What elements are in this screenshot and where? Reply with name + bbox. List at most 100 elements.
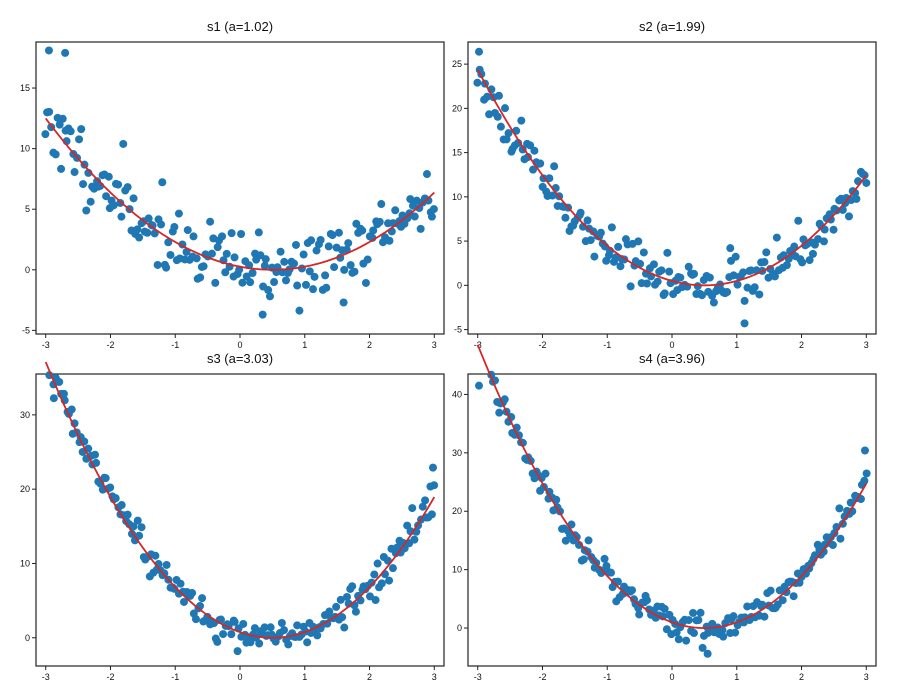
scatter-point xyxy=(265,292,274,301)
scatter-point xyxy=(162,560,171,569)
x-tick-label: 1 xyxy=(302,672,307,682)
scatter-point xyxy=(502,135,511,144)
scatter-point xyxy=(682,636,691,645)
scatter-point xyxy=(79,180,88,189)
scatter-point xyxy=(114,180,123,189)
scatter-point xyxy=(723,288,732,297)
scatter-point xyxy=(496,122,505,131)
scatter-series xyxy=(475,370,871,658)
scatter-point xyxy=(340,265,349,274)
scatter-point xyxy=(410,212,419,221)
x-tick-label: -2 xyxy=(538,340,546,350)
scatter-point xyxy=(584,536,593,545)
scatter-point xyxy=(230,617,239,626)
scatter-point xyxy=(330,263,339,272)
scatter-point xyxy=(144,214,153,223)
x-tick-label: -2 xyxy=(106,340,114,350)
scatter-point xyxy=(246,278,255,287)
scatter-point xyxy=(284,640,293,649)
scatter-point xyxy=(798,258,807,267)
scatter-point xyxy=(576,208,585,217)
scatter-series xyxy=(41,46,438,319)
scatter-point xyxy=(552,495,561,504)
scatter-point xyxy=(416,224,425,233)
scatter-point xyxy=(614,242,623,251)
scatter-point xyxy=(696,608,705,617)
scatter-point xyxy=(117,501,126,510)
scatter-point xyxy=(66,127,75,136)
scatter-point xyxy=(770,272,779,281)
y-tick-label: -5 xyxy=(454,325,462,335)
scatter-point xyxy=(561,536,570,545)
scatter-point xyxy=(313,631,322,640)
scatter-point xyxy=(766,586,775,595)
scatter-point xyxy=(660,604,669,613)
scatter-point xyxy=(153,260,162,269)
scatter-point xyxy=(137,523,146,532)
x-tick-label: 0 xyxy=(669,340,674,350)
scatter-point xyxy=(239,619,248,628)
scatter-point xyxy=(109,201,118,210)
scatter-point xyxy=(377,579,386,588)
scatter-point xyxy=(412,196,421,205)
scatter-point xyxy=(332,602,341,611)
scatter-point xyxy=(158,178,167,187)
scatter-point xyxy=(430,481,439,490)
scatter-point xyxy=(164,238,173,247)
scatter-point xyxy=(709,298,718,307)
scatter-point xyxy=(475,381,484,390)
scatter-point xyxy=(693,282,702,291)
x-tick-label: 3 xyxy=(864,672,869,682)
scatter-point xyxy=(261,255,270,264)
scatter-point xyxy=(548,191,557,200)
scatter-point xyxy=(639,248,648,257)
scatter-point xyxy=(634,237,643,246)
scatter-point xyxy=(207,249,216,258)
scatter-point xyxy=(363,255,372,264)
scatter-point xyxy=(755,290,764,299)
scatter-point xyxy=(473,78,482,87)
x-tick-label: 3 xyxy=(432,340,437,350)
scatter-point xyxy=(643,279,652,288)
scatter-point xyxy=(222,249,231,258)
scatter-point xyxy=(338,613,347,622)
scatter-point xyxy=(371,596,380,605)
scatter-point xyxy=(45,107,54,116)
scatter-point xyxy=(743,602,752,611)
scatter-point xyxy=(350,267,359,276)
x-tick-label: 2 xyxy=(367,340,372,350)
scatter-point xyxy=(421,496,430,505)
scatter-point xyxy=(860,476,869,485)
scatter-point xyxy=(607,223,616,232)
scatter-point xyxy=(70,168,79,177)
scatter-point xyxy=(293,281,302,290)
scatter-point xyxy=(600,554,609,563)
scatter-point xyxy=(340,623,349,632)
y-tick-label: 0 xyxy=(457,623,462,633)
scatter-point xyxy=(170,222,179,231)
scatter-point xyxy=(255,639,264,648)
y-tick-label: 20 xyxy=(452,103,462,113)
y-tick-label: 15 xyxy=(452,148,462,158)
scatter-point xyxy=(58,114,67,123)
scatter-point xyxy=(851,188,860,197)
y-tick-label: 5 xyxy=(457,236,462,246)
scatter-point xyxy=(586,236,595,245)
x-tick-label: -1 xyxy=(603,672,611,682)
scatter-point xyxy=(218,232,227,241)
x-tick-label: -1 xyxy=(603,340,611,350)
x-tick-label: 1 xyxy=(734,672,739,682)
scatter-point xyxy=(835,504,844,513)
y-tick-label: 10 xyxy=(452,565,462,575)
scatter-point xyxy=(258,310,267,319)
scatter-point xyxy=(373,559,382,568)
x-tick-label: 2 xyxy=(799,340,804,350)
scatter-point xyxy=(92,458,101,467)
scatter-point xyxy=(196,273,205,282)
scatter-point xyxy=(367,578,376,587)
scatter-point xyxy=(500,395,509,404)
scatter-point xyxy=(726,244,735,253)
x-tick-label: 3 xyxy=(432,672,437,682)
